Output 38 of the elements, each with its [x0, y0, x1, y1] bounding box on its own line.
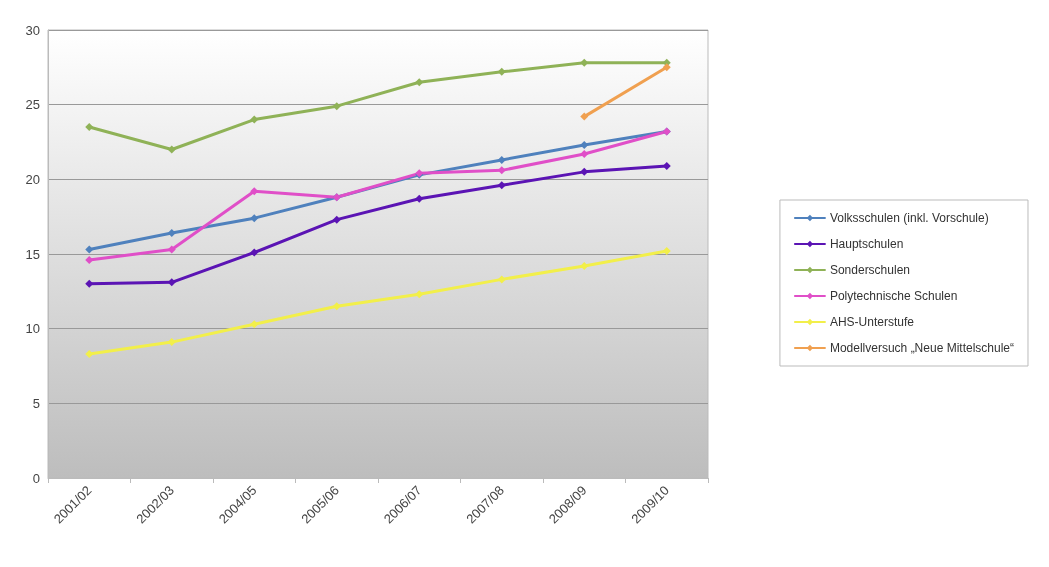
point	[497, 67, 506, 76]
legend-label: Sonderschulen	[829, 263, 910, 277]
point	[167, 245, 176, 254]
y-tick-label: 5	[32, 395, 40, 411]
point	[167, 229, 176, 238]
y-tick-label: 0	[32, 470, 40, 486]
point	[85, 245, 94, 254]
point	[415, 78, 424, 87]
point	[415, 290, 424, 299]
legend-label: Volksschulen (inkl. Vorschule)	[829, 211, 989, 225]
point	[497, 275, 506, 284]
point	[332, 302, 341, 311]
legend-label: Hauptschulen	[829, 237, 904, 251]
point	[250, 214, 259, 223]
legend-label: Polytechnische Schulen	[829, 289, 958, 303]
y-tick-label: 25	[25, 97, 40, 113]
point	[497, 155, 506, 164]
y-tick-label: 10	[25, 321, 40, 337]
point	[580, 149, 589, 158]
point	[497, 181, 506, 190]
point	[662, 63, 671, 72]
y-tick-label: 15	[25, 246, 40, 262]
point	[662, 161, 671, 170]
point	[332, 215, 341, 224]
point	[250, 320, 259, 329]
point	[580, 140, 589, 149]
point	[250, 115, 259, 124]
point	[332, 102, 341, 111]
point	[167, 145, 176, 154]
point	[250, 248, 259, 257]
y-tick-label: 20	[25, 171, 40, 187]
legend-label: Modellversuch „Neue Mittelschule“	[829, 341, 1015, 355]
legend-label: AHS-Unterstufe	[829, 315, 915, 329]
point	[580, 261, 589, 270]
point	[415, 194, 424, 203]
point	[580, 112, 589, 121]
point	[85, 123, 94, 132]
y-tick-label: 30	[25, 22, 40, 38]
